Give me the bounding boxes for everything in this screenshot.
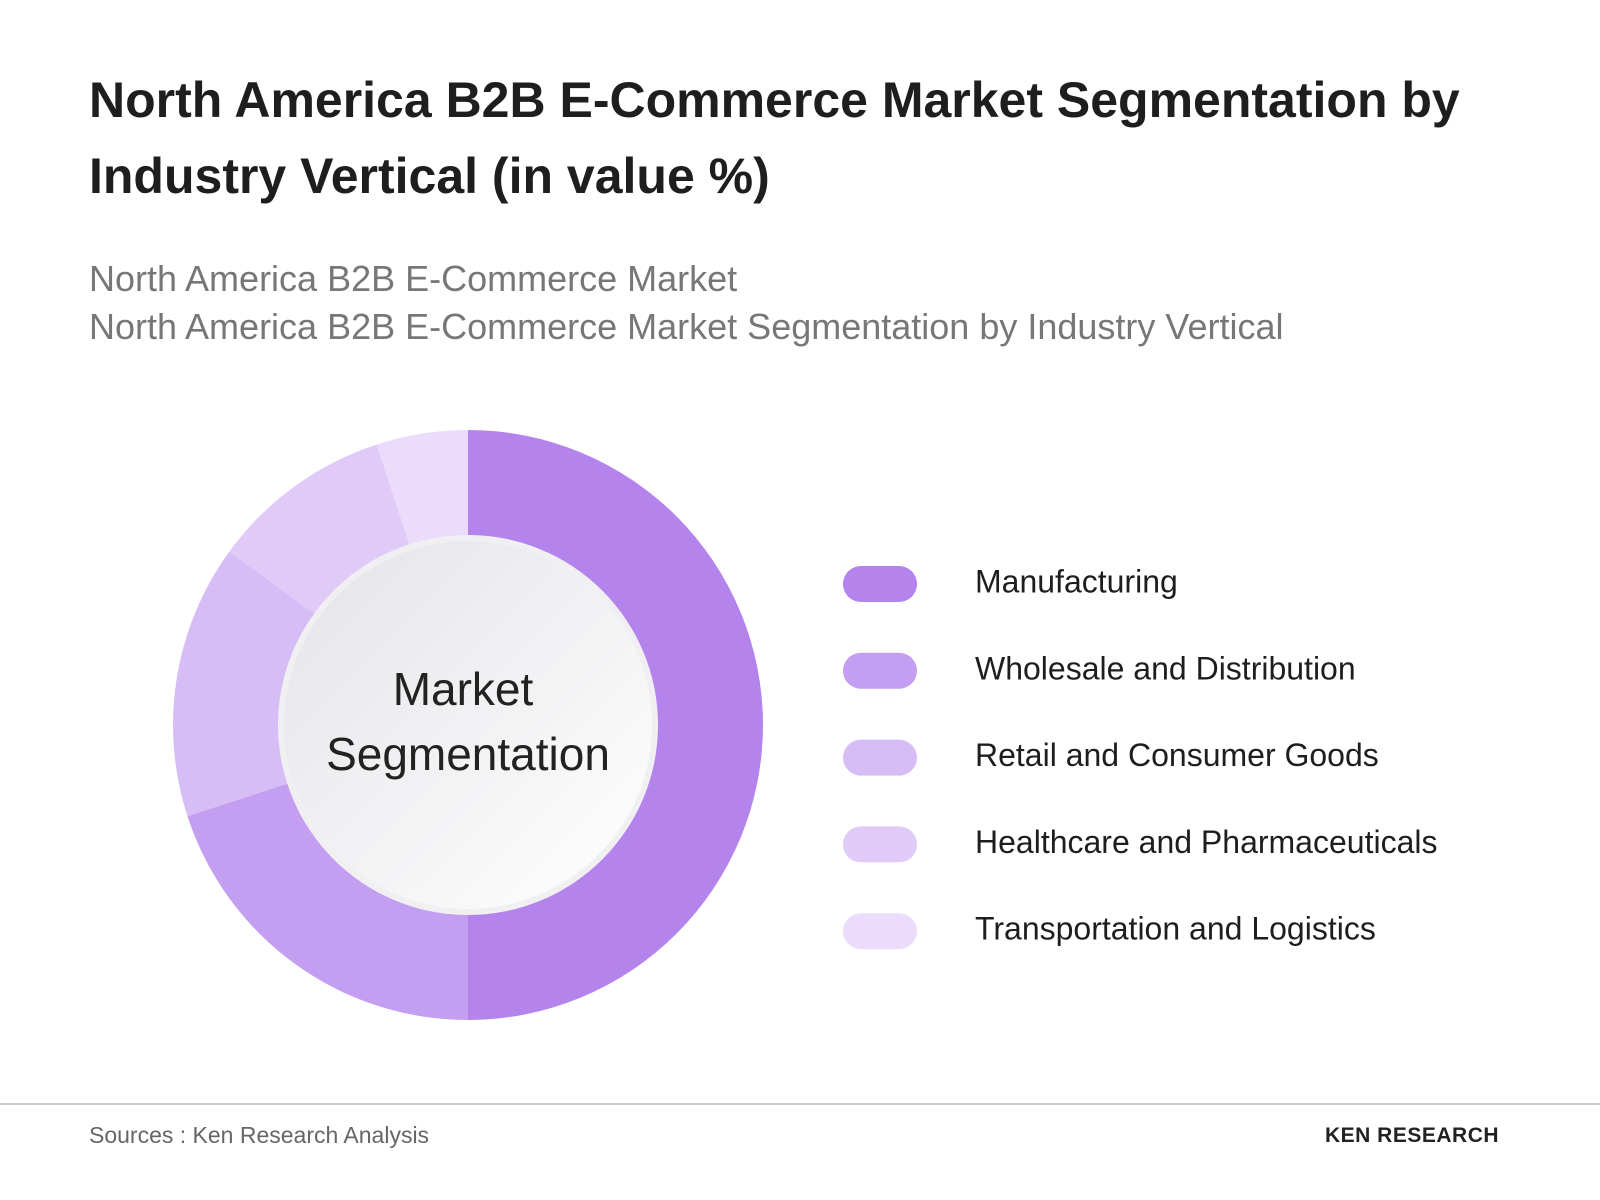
legend-label: Transportation and Logistics [975, 911, 1376, 947]
source: Sources : Ken Research Analysis [89, 1122, 430, 1148]
legend-label: Manufacturing [975, 563, 1178, 599]
legend-swatch [843, 739, 917, 776]
legend-label: Healthcare and Pharmaceuticals [975, 824, 1437, 860]
slice [468, 430, 763, 1020]
center-label: Market [393, 663, 534, 715]
footer-rule [0, 1103, 1600, 1105]
legend-swatch [843, 652, 917, 689]
legend-label: Wholesale and Distribution [975, 650, 1356, 686]
slice [376, 430, 468, 554]
subtitle: North America B2B E-Commerce Market Segm… [89, 306, 1284, 347]
chart-title: North America B2B E-Commerce Market Segm… [89, 72, 1460, 204]
subtitle: North America B2B E-Commerce Market [89, 258, 738, 299]
legend-swatch [843, 566, 917, 602]
chart: Market Segmentation Manufacturing Wholesa… [172, 430, 1437, 1020]
legend-label: Retail and Consumer Goods [975, 737, 1379, 773]
legend-swatch [843, 913, 917, 950]
brand-logo: KEN RESEARCH [1325, 1124, 1500, 1147]
center-disc [284, 541, 652, 909]
center-label: Segmentation [326, 728, 610, 780]
slice [187, 780, 468, 1020]
legend-swatch [843, 826, 917, 863]
